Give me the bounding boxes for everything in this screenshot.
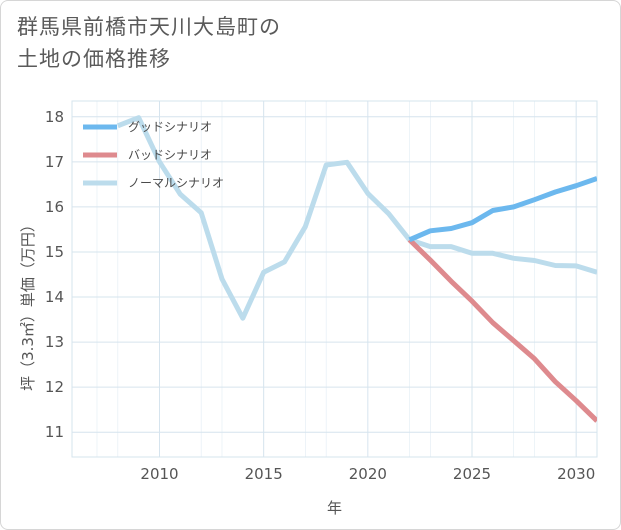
chart-title-line1: 群馬県前橋市天川大島町の [17, 15, 281, 39]
x-tick-label: 2025 [453, 465, 491, 483]
chart-title-line2: 土地の価格推移 [17, 47, 171, 71]
y-tick-label: 18 [45, 108, 64, 126]
legend-label-bad: バッドシナリオ [128, 148, 212, 162]
x-axis-label: 年 [327, 499, 342, 517]
x-tick-label: 2020 [349, 465, 387, 483]
series-lines [116, 115, 597, 423]
y-tick-label: 16 [45, 198, 64, 216]
x-tick-labels: 2010 2015 2020 2025 2030 [140, 465, 595, 483]
y-tick-label: 11 [45, 423, 64, 441]
y-tick-label: 15 [45, 243, 64, 261]
y-tick-label: 13 [45, 333, 64, 351]
y-tick-label: 12 [45, 378, 64, 396]
x-tick-label: 2010 [140, 465, 178, 483]
y-tick-label: 17 [45, 153, 64, 171]
x-tick-label: 2030 [557, 465, 595, 483]
series-line-good [408, 176, 597, 243]
y-tick-label: 14 [45, 288, 64, 306]
plot-border [71, 100, 598, 458]
x-tick-label: 2015 [245, 465, 283, 483]
legend-label-good: グッドシナリオ [128, 120, 212, 134]
y-tick-labels: 11 12 13 14 15 16 17 18 [45, 108, 64, 441]
legend-label-normal: ノーマルシナリオ [128, 176, 224, 190]
series-line-bad [407, 238, 597, 423]
y-axis-label: 坪（3.3㎡）単価（万円） [19, 217, 37, 391]
chart-title: 群馬県前橋市天川大島町の 土地の価格推移 [17, 11, 281, 75]
series-line-normal [116, 115, 597, 321]
